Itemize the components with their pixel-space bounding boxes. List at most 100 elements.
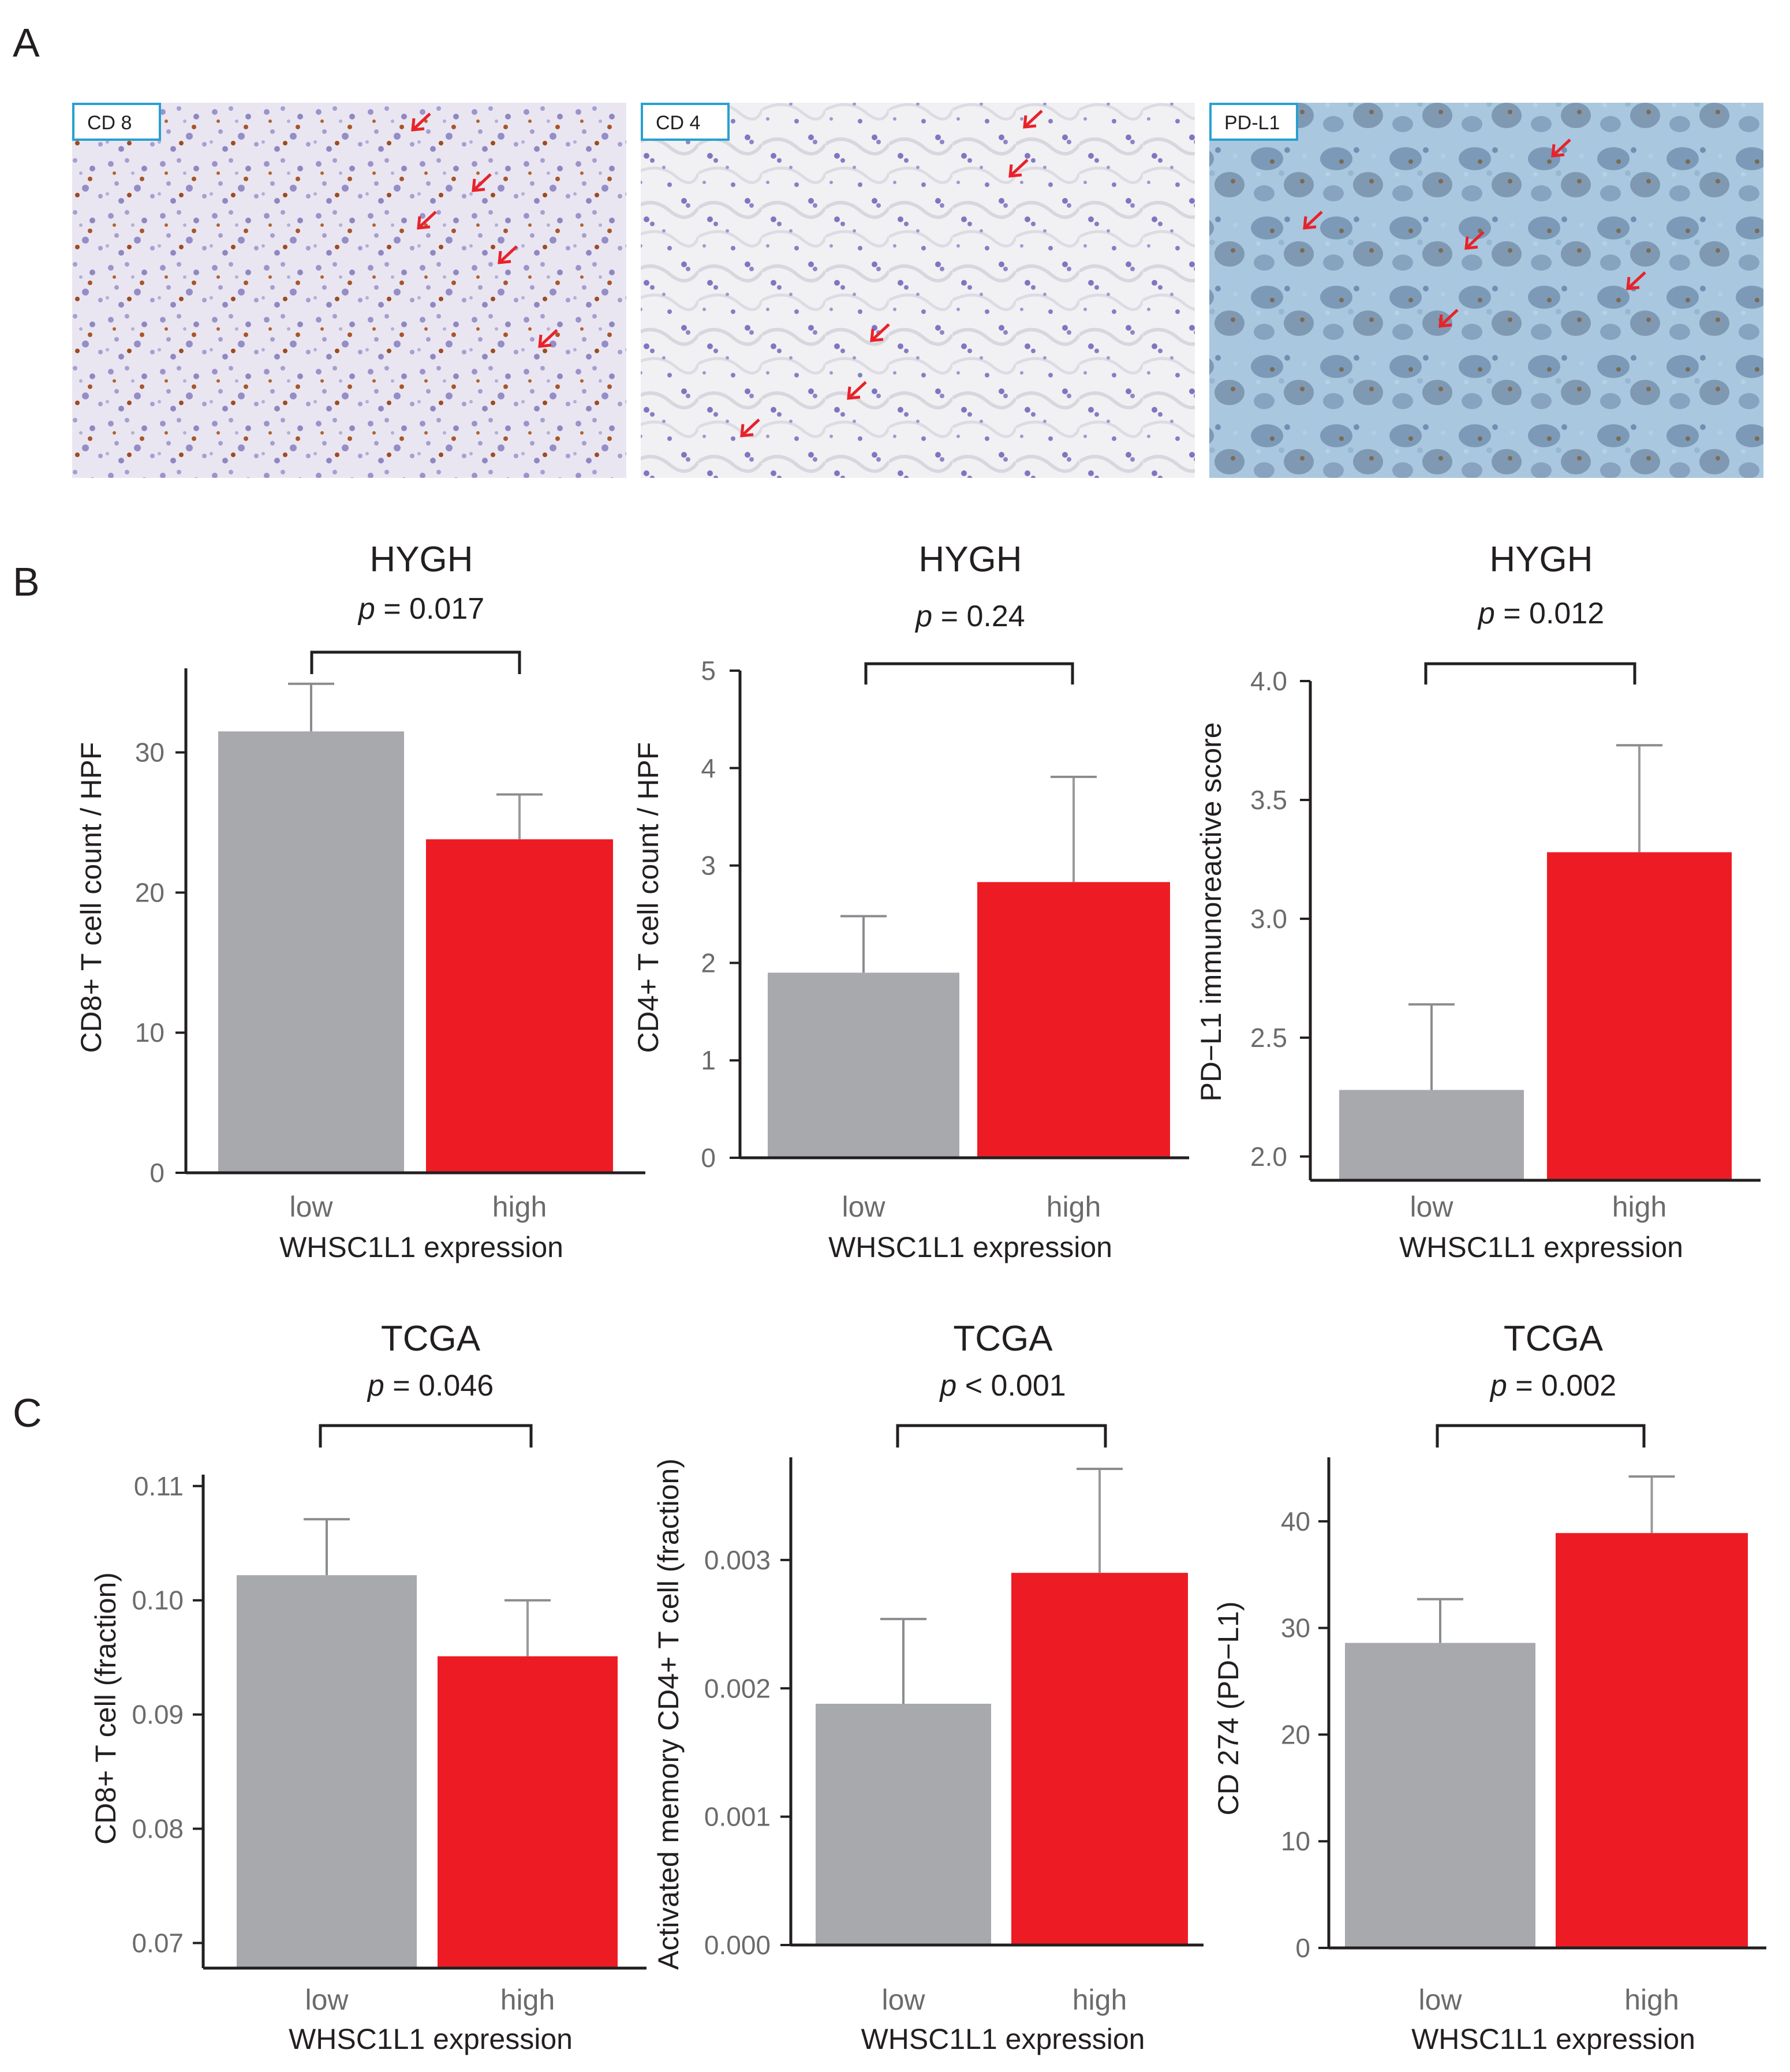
p-value-label: p = 0.046 <box>367 1369 494 1402</box>
bar-high <box>1547 852 1732 1180</box>
marker-arrow-icon <box>1023 110 1043 129</box>
micrograph-label-text: CD 4 <box>656 112 700 134</box>
bar-low <box>816 1703 991 1945</box>
significance-bracket <box>1436 1424 1646 1448</box>
p-value-label: p = 0.012 <box>1477 597 1604 630</box>
micrograph-label: CD 4 <box>641 103 730 141</box>
y-tick-label: 0.10 <box>132 1585 184 1615</box>
significance-bracket <box>896 1424 1107 1448</box>
y-tick-label: 3.5 <box>1250 785 1287 815</box>
x-axis-label: WHSC1L1 expression <box>1411 2023 1695 2055</box>
bar-high <box>438 1656 618 1968</box>
significance-bracket <box>864 662 1074 685</box>
p-value-label: p < 0.001 <box>939 1369 1066 1402</box>
x-category-label: low <box>1410 1191 1453 1223</box>
bar-high <box>426 839 613 1173</box>
p-value-label: p = 0.017 <box>357 592 484 626</box>
chart-title: TCGA <box>381 1319 481 1359</box>
x-category-label: high <box>1624 1984 1679 2016</box>
marker-arrow-icon <box>411 113 431 132</box>
p-value-label: p = 0.24 <box>914 600 1025 633</box>
marker-arrow-icon <box>870 323 890 342</box>
chart-1: HYGH p = 0.017 low high 0 10 20 30 WHSC1L1 expre… <box>75 540 645 1263</box>
x-category-label: high <box>1612 1191 1667 1223</box>
marker-arrow-icon <box>1464 231 1485 250</box>
y-tick-label: 0 <box>150 1158 165 1188</box>
micrograph-cd-8: CD 8 <box>72 103 626 478</box>
y-tick-label: 20 <box>135 877 165 907</box>
error-bar-low <box>1417 1598 1463 1643</box>
marker-arrow-icon <box>1438 309 1459 328</box>
micrograph-label: CD 8 <box>72 103 161 141</box>
micrograph-label-text: PD-L1 <box>1224 112 1280 134</box>
error-bar-high <box>1616 744 1662 852</box>
y-axis-label: CD8+ T cell (fraction) <box>89 1572 122 1845</box>
y-tick-label: 3 <box>701 851 716 881</box>
marker-arrow-icon <box>498 245 518 264</box>
marker-arrow-icon <box>417 211 437 230</box>
chart-title: HYGH <box>369 540 473 579</box>
bar-high <box>1011 1573 1188 1945</box>
micrograph-pd-l1: PD-L1 <box>1209 103 1763 478</box>
y-tick-label: 0.11 <box>134 1471 184 1501</box>
y-tick-label: 30 <box>1281 1613 1310 1643</box>
bar-low <box>1345 1643 1535 1948</box>
marker-arrow-icon <box>1303 211 1323 230</box>
bar-low <box>768 973 959 1158</box>
error-bar-low <box>288 682 334 732</box>
y-tick-label: 2 <box>701 948 716 978</box>
panel-letter-a: A <box>13 20 40 65</box>
y-tick-label: 3.0 <box>1250 904 1287 934</box>
error-bar-low <box>1408 1003 1455 1090</box>
panel-letter-b: B <box>13 559 40 604</box>
y-tick-label: 2.0 <box>1250 1142 1287 1172</box>
marker-arrow-icon <box>1008 159 1029 178</box>
x-category-label: low <box>289 1191 333 1223</box>
chart-2: HYGH p = 0.24 low high 0 1 2 3 4 5 WHSC1L1 express… <box>632 540 1189 1263</box>
y-tick-label: 10 <box>135 1018 165 1048</box>
y-axis-label: CD 274 (PD−L1) <box>1212 1602 1245 1816</box>
y-tick-label: 0.07 <box>132 1928 184 1958</box>
y-tick-label: 0.001 <box>704 1802 771 1832</box>
y-tick-label: 1 <box>701 1045 716 1075</box>
y-tick-label: 0.09 <box>132 1700 184 1730</box>
x-category-label: low <box>881 1984 925 2016</box>
chart-title: HYGH <box>918 540 1022 579</box>
x-category-label: low <box>842 1191 885 1223</box>
y-tick-label: 0.002 <box>704 1673 771 1703</box>
micrograph-cd-4: CD 4 <box>641 103 1195 478</box>
micrograph-label: PD-L1 <box>1209 103 1298 141</box>
significance-bracket <box>1424 662 1636 685</box>
marker-arrow-icon <box>538 329 558 348</box>
y-tick-label: 20 <box>1281 1719 1310 1749</box>
error-bar-low <box>880 1618 926 1704</box>
bar-high <box>977 882 1170 1158</box>
x-category-label: low <box>305 1984 349 2016</box>
micrograph-label-text: CD 8 <box>87 112 132 134</box>
significance-bracket <box>310 650 521 674</box>
y-axis-label: PD−L1 immunoreactive score <box>1195 722 1227 1101</box>
y-tick-label: 30 <box>135 738 165 768</box>
y-tick-label: 5 <box>701 656 716 686</box>
x-category-label: low <box>1418 1984 1462 2016</box>
x-category-label: high <box>492 1191 547 1223</box>
y-tick-label: 4 <box>701 753 716 783</box>
y-tick-label: 40 <box>1281 1506 1310 1536</box>
y-axis-label: Activated memory CD4+ T cell (fraction) <box>652 1458 685 1970</box>
y-tick-label: 0.000 <box>704 1930 771 1960</box>
x-axis-label: WHSC1L1 expression <box>1399 1231 1683 1263</box>
chart-6: TCGA p = 0.002 low high 0 10 20 30 40 WHSC1L1 exp… <box>1212 1319 1766 2055</box>
marker-arrow-icon <box>847 381 867 400</box>
error-bar-low <box>304 1518 350 1576</box>
y-tick-label: 0.08 <box>132 1814 184 1844</box>
chart-5: TCGA p < 0.001 low high 0.000 0.001 0.002 0.003… <box>652 1319 1204 2055</box>
y-tick-label: 10 <box>1281 1826 1310 1856</box>
x-axis-label: WHSC1L1 expression <box>289 2023 573 2055</box>
error-bar-low <box>840 915 887 973</box>
y-tick-label: 0.003 <box>704 1545 771 1575</box>
chart-title: TCGA <box>953 1319 1053 1359</box>
y-axis-label: CD8+ T cell count / HPF <box>75 742 107 1053</box>
marker-arrow-icon <box>472 173 492 192</box>
micrograph-image <box>72 103 626 478</box>
